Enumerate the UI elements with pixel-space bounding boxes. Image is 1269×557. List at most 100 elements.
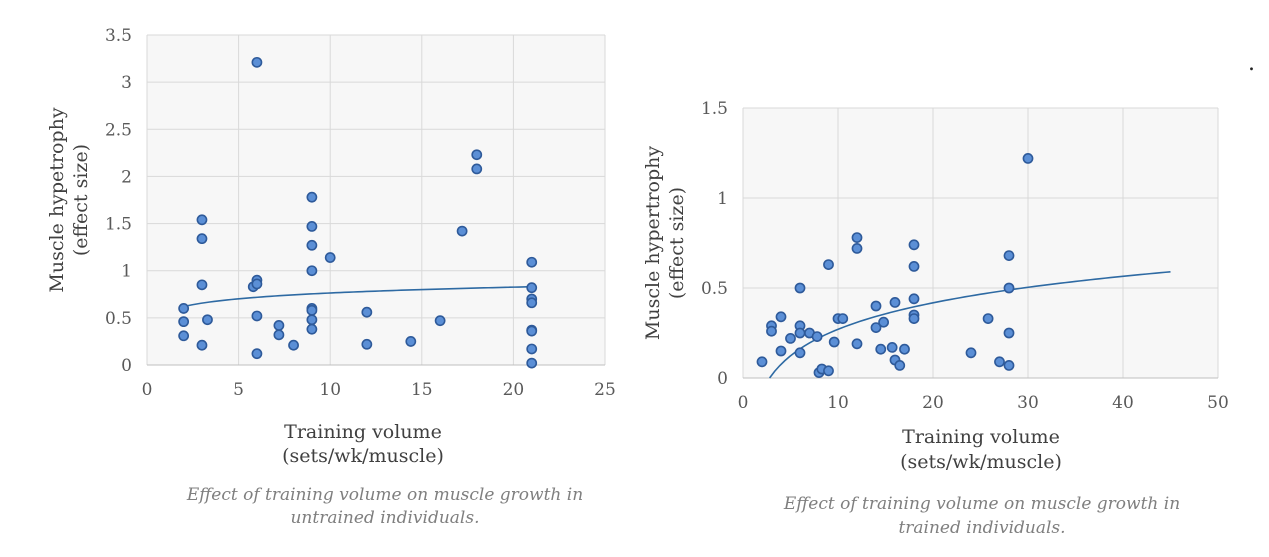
y-tick-label: 0.5 — [701, 279, 728, 299]
x-tick-label: 0 — [738, 393, 749, 413]
data-point — [1003, 359, 1015, 371]
tick-labels: 0 5 10 15 20 25 0 0.5 1 1.5 2 2.5 3 3.5 — [105, 26, 616, 400]
x-tick-label: 25 — [594, 380, 616, 400]
data-point — [324, 252, 336, 263]
data-point — [471, 149, 483, 161]
y-tick-label: 2 — [121, 167, 132, 187]
data-point — [851, 242, 863, 254]
data-point — [202, 314, 213, 326]
data-point — [361, 306, 373, 318]
data-point — [837, 313, 849, 324]
data-point — [828, 336, 840, 348]
data-point — [785, 332, 796, 344]
data-point — [196, 339, 208, 351]
y-tick-label: 3 — [121, 73, 132, 93]
x-tick-label: 40 — [1112, 393, 1134, 413]
x-tick-label: 20 — [503, 380, 525, 400]
plot-area — [743, 108, 1218, 378]
x-axis-title-line2: (sets/wk/muscle) — [282, 445, 444, 467]
data-point — [794, 347, 806, 359]
data-point — [894, 359, 906, 371]
data-point — [251, 278, 263, 290]
data-point — [851, 232, 863, 243]
data-point — [526, 282, 538, 294]
data-point — [889, 296, 901, 308]
x-tick-label: 50 — [1207, 393, 1229, 413]
x-axis-title-line1: Training volume — [284, 421, 442, 443]
data-point — [908, 313, 920, 324]
data-point — [178, 303, 190, 314]
data-point — [875, 343, 887, 355]
y-axis-title-line1: Muscle hypertrophy — [642, 146, 664, 340]
data-point — [306, 191, 318, 203]
data-point — [251, 310, 263, 322]
data-point — [908, 293, 920, 305]
data-point — [306, 314, 318, 326]
data-point — [823, 365, 834, 377]
y-tick-label: 1.5 — [701, 99, 728, 119]
data-point — [178, 316, 190, 328]
y-tick-label: 0.5 — [105, 309, 132, 329]
data-point — [526, 325, 538, 337]
caption-line2: trained individuals. — [898, 518, 1065, 538]
data-point — [405, 336, 417, 347]
plot-area — [147, 35, 605, 365]
data-point — [899, 343, 910, 355]
y-axis-title-line2: (effect size) — [70, 144, 92, 256]
data-point — [456, 225, 468, 237]
data-point — [1022, 152, 1034, 164]
x-tick-label: 5 — [233, 380, 244, 400]
data-point — [794, 282, 806, 294]
caption-line1: Effect of training volume on muscle grow… — [186, 485, 583, 505]
data-point — [1003, 282, 1015, 294]
data-point — [1003, 250, 1015, 261]
y-tick-label: 0 — [717, 369, 728, 389]
data-point — [178, 330, 190, 342]
data-point — [288, 339, 299, 351]
data-point — [811, 331, 823, 342]
y-tick-label: 1 — [121, 262, 132, 282]
data-point — [306, 304, 318, 316]
y-axis-title-line2: (effect size) — [666, 187, 688, 299]
x-tick-label: 20 — [922, 393, 944, 413]
data-point — [775, 345, 787, 357]
data-point — [766, 325, 777, 337]
y-tick-label: 1.5 — [105, 215, 132, 235]
y-tick-label: 1 — [717, 189, 728, 209]
data-points — [178, 56, 538, 369]
data-point — [526, 297, 538, 309]
data-point — [196, 279, 208, 291]
data-point — [1003, 327, 1015, 339]
data-point — [908, 260, 920, 272]
y-tick-label: 3.5 — [105, 26, 132, 46]
data-point — [870, 300, 882, 312]
data-point — [526, 357, 538, 369]
data-point — [886, 341, 898, 353]
data-point — [823, 259, 834, 270]
gridlines — [742, 107, 1219, 379]
stray-dot: . — [1248, 51, 1255, 76]
data-point — [306, 239, 318, 251]
data-point — [994, 356, 1005, 368]
data-point — [273, 329, 285, 341]
gridlines — [146, 34, 606, 366]
data-point — [471, 163, 483, 175]
data-point — [251, 348, 263, 360]
caption-line1: Effect of training volume on muscle grow… — [783, 494, 1180, 514]
data-point — [908, 239, 920, 251]
data-point — [526, 256, 538, 268]
trend-line — [183, 285, 532, 308]
caption-line2: untrained individuals. — [290, 508, 479, 528]
chart-trained: 0 10 20 30 40 50 0 0.5 1 1.5 Training volume (set… — [642, 99, 1229, 538]
data-point — [306, 220, 318, 232]
x-tick-label: 30 — [1017, 393, 1039, 413]
x-axis-title-line2: (sets/wk/muscle) — [900, 451, 1062, 473]
data-point — [878, 316, 889, 328]
y-tick-label: 2.5 — [105, 120, 132, 140]
x-axis-title-line1: Training volume — [902, 426, 1060, 448]
data-point — [794, 327, 806, 339]
x-tick-label: 10 — [827, 393, 849, 413]
data-point — [526, 343, 538, 355]
data-point — [196, 214, 208, 226]
